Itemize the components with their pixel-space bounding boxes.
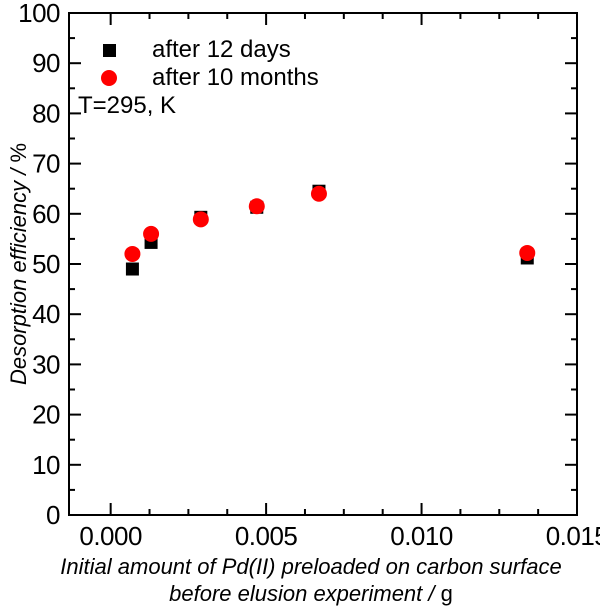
legend-item-12-days: after 12 days	[96, 36, 319, 64]
legend: after 12 days after 10 months	[96, 36, 319, 92]
y-tick-label: 40	[32, 299, 60, 329]
x-axis-title-line2-text: before elusion experiment /	[169, 581, 441, 606]
x-tick-label: 0.005	[235, 521, 298, 551]
y-axis-title: Desorption efficiency / %	[6, 143, 32, 385]
y-tick-label: 0	[46, 500, 60, 530]
y-tick-label: 50	[32, 249, 60, 279]
y-tick-label: 80	[32, 98, 60, 128]
y-axis-title-text: Desorption efficiency /	[6, 162, 31, 386]
data-point-circle	[519, 244, 536, 261]
legend-item-10-months: after 10 months	[96, 64, 319, 92]
legend-marker-cell	[96, 70, 122, 86]
circle-marker-icon	[101, 70, 117, 86]
x-tick-label: 0.000	[79, 521, 142, 551]
data-point-circle	[248, 198, 265, 215]
data-point-circle	[143, 225, 160, 242]
y-tick-label: 20	[32, 400, 60, 430]
x-axis-title-line2: before elusion experiment / g	[11, 580, 600, 607]
y-tick-label: 30	[32, 349, 60, 379]
data-point-circle	[124, 245, 141, 262]
temperature-annotation: T=295, K	[78, 92, 177, 119]
legend-label: after 12 days	[152, 36, 291, 63]
legend-marker-cell	[96, 43, 122, 57]
square-marker-icon	[102, 43, 116, 57]
x-tick-label: 0.010	[390, 521, 453, 551]
y-axis-unit: %	[6, 142, 31, 163]
y-tick-label: 100	[18, 0, 60, 28]
x-tick-label: 0.015	[546, 521, 600, 551]
y-tick-label: 90	[32, 48, 60, 78]
y-tick-label: 70	[32, 149, 60, 179]
legend-label: after 10 months	[152, 64, 319, 91]
y-tick-label: 10	[32, 450, 60, 480]
y-tick-label: 60	[32, 199, 60, 229]
data-point-square	[125, 262, 139, 276]
data-point-circle	[310, 185, 327, 202]
x-axis-unit: g	[440, 581, 453, 606]
x-axis-title-line1: Initial amount of Pd(II) preloaded on ca…	[60, 554, 562, 579]
x-axis-title: Initial amount of Pd(II) preloaded on ca…	[11, 553, 600, 607]
data-point-circle	[192, 211, 209, 228]
